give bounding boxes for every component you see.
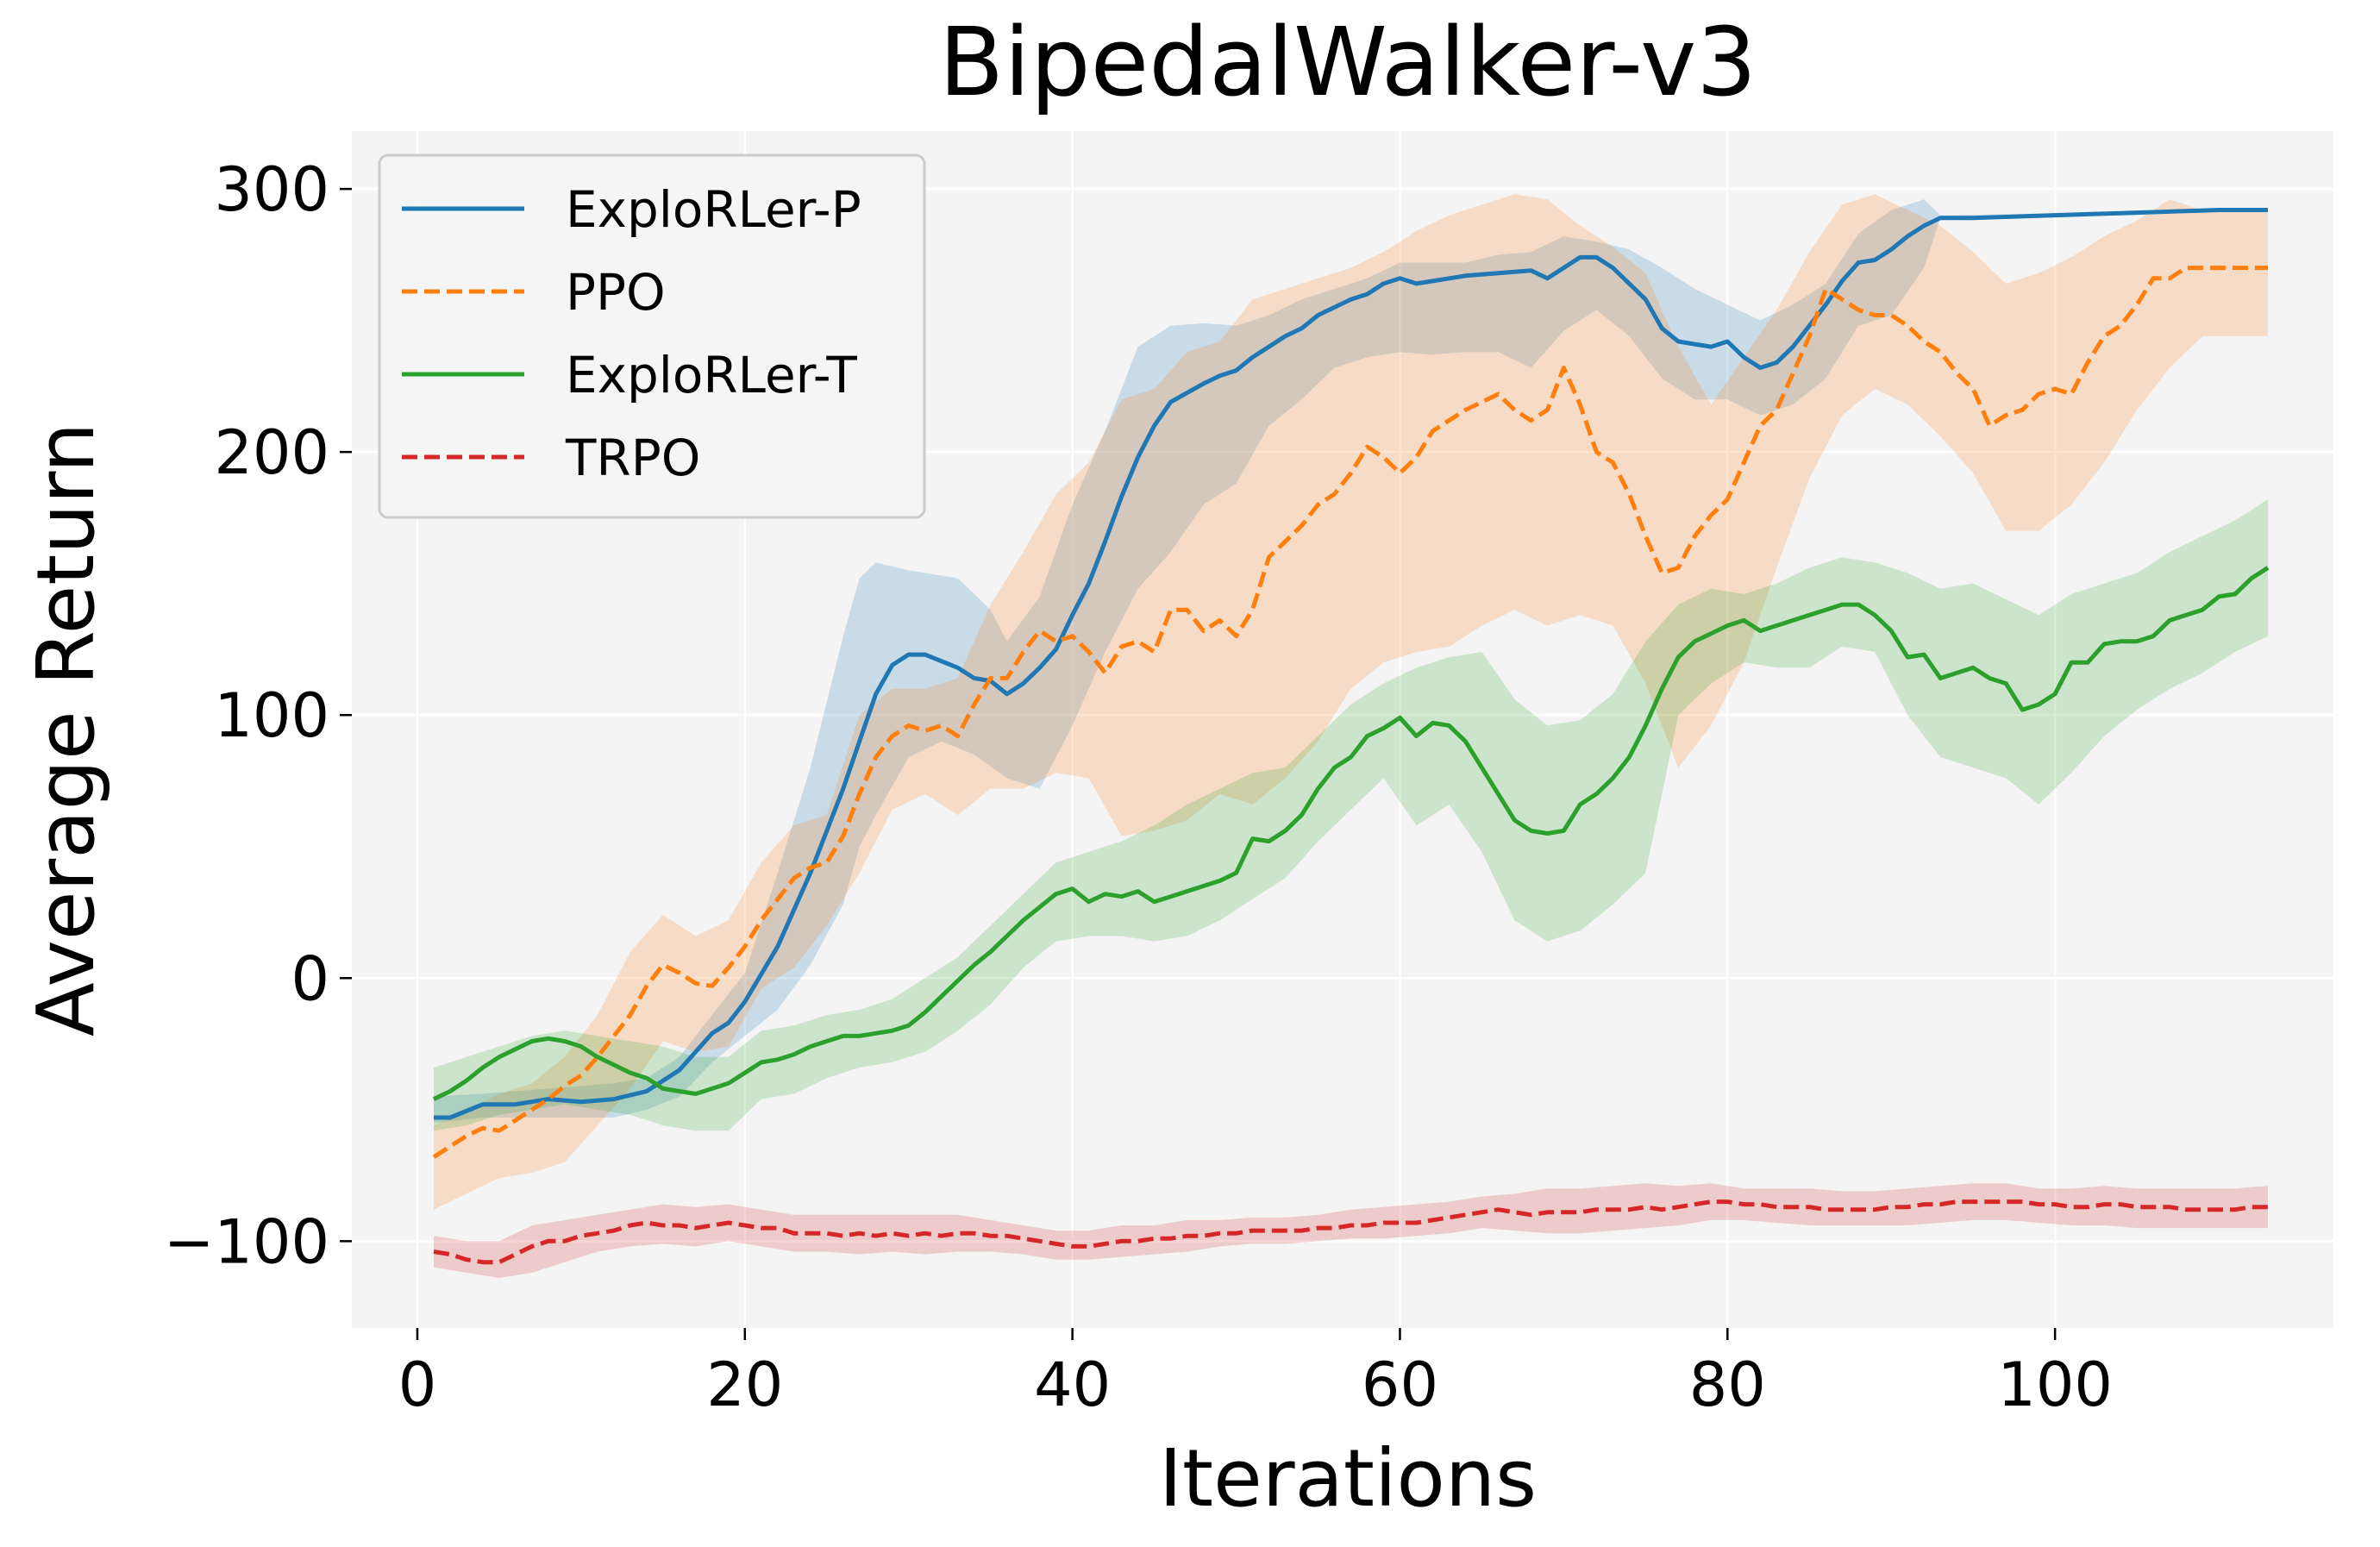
line-explorler-t [432,566,2270,1101]
legend-label: ExploRLer-T [566,346,857,404]
y-tick-label: 200 [214,417,329,488]
y-axis-ticks: −100 0 100 200 300 [164,154,352,1277]
band-explorler-t [434,499,2268,1131]
x-tick-label: 0 [398,1350,437,1420]
x-axis-ticks: 0 20 40 60 80 100 [398,1328,2113,1420]
y-tick-label: −100 [164,1206,329,1277]
x-axis-label: Iterations [1159,1432,1537,1525]
y-tick-label: 300 [214,154,329,225]
band-ppo [434,194,2268,1210]
line-trpo [433,1199,2268,1265]
x-tick-label: 100 [1997,1350,2113,1420]
legend-label: TRPO [565,429,700,487]
legend: ExploRLer-P PPO ExploRLer-T TRPO [378,153,926,519]
y-tick-label: 0 [291,943,329,1014]
legend-label: ExploRLer-P [566,180,861,239]
x-tick-label: 40 [1034,1350,1111,1420]
legend-frame [378,153,926,519]
y-tick-label: 100 [214,680,329,751]
legend-label: PPO [566,263,666,322]
x-tick-label: 80 [1689,1350,1766,1420]
line-explorler-p [434,208,2268,1120]
x-tick-label: 20 [706,1350,783,1420]
y-axis-label: Average Return [20,423,112,1037]
grid-lines [352,131,2333,1328]
series-lines [432,208,2270,1265]
x-tick-label: 60 [1362,1350,1438,1420]
line-ppo [432,266,2268,1159]
chart-title: BipedalWalker-v3 [939,7,1757,117]
